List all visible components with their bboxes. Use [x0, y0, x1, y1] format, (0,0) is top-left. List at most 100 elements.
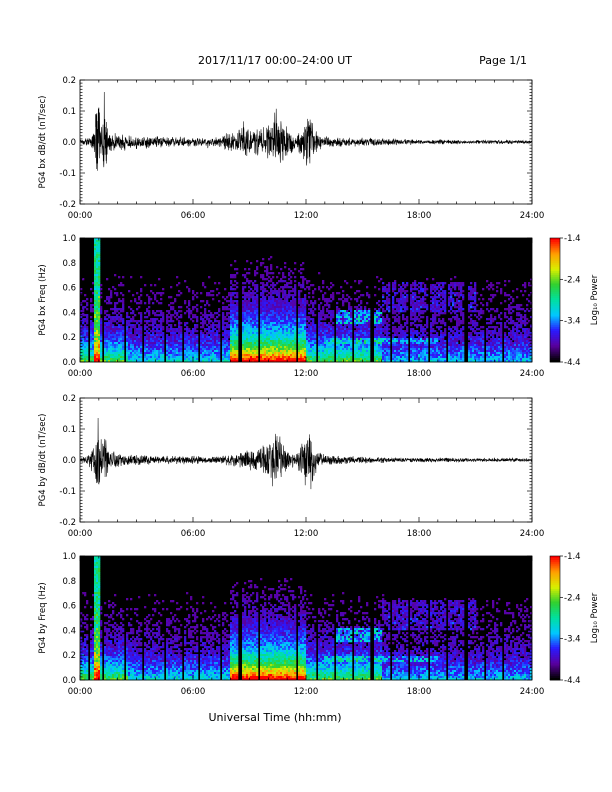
spectrogram-cell [266, 304, 269, 307]
spectrogram-cell [420, 290, 423, 293]
spectrogram-cell [196, 310, 199, 313]
spectrogram-cell [362, 332, 365, 335]
spectrogram-cell [400, 350, 403, 353]
spectrogram-cell [300, 350, 303, 353]
spectrogram-cell [306, 342, 309, 345]
spectrogram-cell [276, 316, 279, 319]
spectrogram-cell [236, 338, 239, 341]
spectrogram-cell [242, 360, 245, 363]
spectrogram-cell [414, 342, 417, 345]
spectrogram-cell [244, 360, 247, 363]
spectrogram-cell [262, 282, 265, 285]
spectrogram-cell [432, 344, 435, 347]
spectrogram-cell [112, 354, 115, 357]
spectrogram-cell [256, 302, 259, 305]
spectrogram-cell [414, 338, 417, 341]
spectrogram-cell [232, 344, 235, 347]
spectrogram-cell [244, 348, 247, 351]
spectrogram-cell [288, 310, 291, 313]
spectrogram-cell [264, 308, 267, 311]
spectrogram-cell [228, 330, 231, 333]
spectrogram-cell [236, 352, 239, 355]
spectrogram-cell [356, 334, 359, 337]
spectrogram-cell [272, 324, 275, 327]
spectrogram-cell [266, 336, 269, 339]
spectrogram-cell [80, 354, 83, 357]
spectrogram-cell [278, 328, 281, 331]
spectrogram-cell [178, 350, 181, 353]
spectrogram-cell [410, 284, 413, 287]
spectrogram-cell [330, 324, 333, 327]
spectrogram-cell [254, 358, 257, 361]
spectrogram-cell [154, 312, 157, 315]
spectrogram-cell [328, 346, 331, 349]
spectrogram-cell [344, 280, 347, 283]
spectrogram-cell [406, 306, 409, 309]
spectrogram-cell [204, 338, 207, 341]
spectrogram-cell [304, 346, 307, 349]
spectrogram-cell [256, 330, 259, 333]
spectrogram-cell [392, 286, 395, 289]
spectrogram-cell [202, 340, 205, 343]
spectrogram-cell [100, 292, 103, 295]
spectrogram-cell [256, 288, 259, 291]
spectrogram-cell [358, 340, 361, 343]
spectrogram-cell [188, 342, 191, 345]
spectrogram-cell [248, 328, 251, 331]
spectrogram-cell [286, 306, 289, 309]
spectrogram-cell [186, 358, 189, 361]
spectrogram-cell [280, 302, 283, 305]
spectrogram-cell [226, 322, 229, 325]
spectrogram-cell [266, 306, 269, 309]
spectrogram-cell [432, 310, 435, 313]
spectrogram-cell [110, 318, 113, 321]
spectrogram-cell [270, 350, 273, 353]
spectrogram-cell [228, 300, 231, 303]
spectrogram-cell [158, 332, 161, 335]
spectrogram-cell [250, 280, 253, 283]
spectrogram-cell [304, 296, 307, 299]
spectrogram-cell [176, 358, 179, 361]
spectrogram-cell [252, 312, 255, 315]
spectrogram-cell [94, 344, 97, 347]
spectrogram-cell [356, 326, 359, 329]
spectrogram-cell [418, 336, 421, 339]
spectrogram-cell [162, 328, 165, 331]
spectrogram-cell [230, 346, 233, 349]
spectrogram-cell [304, 308, 307, 311]
spectrogram-cell [256, 268, 259, 271]
spectrogram-cell [112, 318, 115, 321]
spectrogram-cell [100, 284, 103, 287]
spectrogram-cell [400, 352, 403, 355]
spectrogram-cell [184, 342, 187, 345]
spectrogram-cell [368, 308, 371, 311]
spectrogram-cell [90, 356, 93, 359]
spectrogram-cell [382, 344, 385, 347]
spectrogram-cell [90, 300, 93, 303]
spectrogram-cell [268, 360, 271, 363]
spectrogram-cell [414, 298, 417, 301]
spectrogram-cell [132, 338, 135, 341]
spectrogram-cell [320, 338, 323, 341]
spectrogram-cell [252, 322, 255, 325]
spectrogram-cell [336, 348, 339, 351]
spectrogram-cell [246, 336, 249, 339]
spectrogram-cell [384, 350, 387, 353]
spectrogram-cell [312, 302, 315, 305]
spectrogram-cell [340, 322, 343, 325]
spectrogram-cell [230, 330, 233, 333]
spectrogram-cell [172, 332, 175, 335]
spectrogram-cell [330, 328, 333, 331]
spectrogram-cell [386, 306, 389, 309]
spectrogram-cell [184, 324, 187, 327]
spectrogram-cell [246, 332, 249, 335]
spectrogram-cell [270, 320, 273, 323]
spectrogram-cell [294, 310, 297, 313]
spectrogram-cell [146, 354, 149, 357]
spectrogram-cell [366, 346, 369, 349]
spectrogram-cell [282, 338, 285, 341]
spectrogram-cell [380, 278, 383, 281]
spectrogram-cell [350, 310, 353, 313]
spectrogram-cell [96, 286, 99, 289]
spectrogram-cell [154, 294, 157, 297]
